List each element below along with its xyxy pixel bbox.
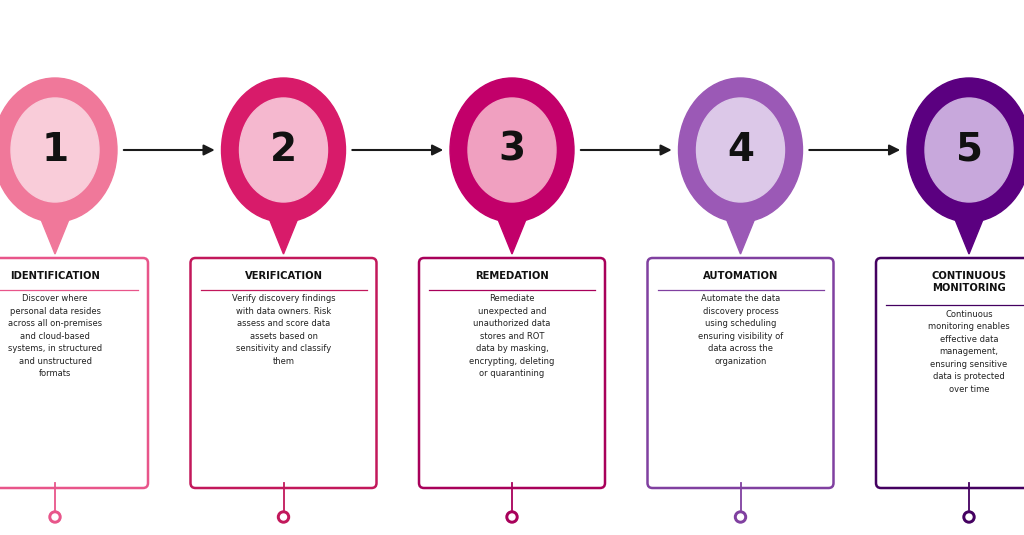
Ellipse shape [907, 78, 1024, 222]
FancyBboxPatch shape [190, 258, 377, 488]
Text: CONTINUOUS
MONITORING: CONTINUOUS MONITORING [932, 271, 1007, 293]
Text: Verify discovery findings
with data owners. Risk
assess and score data
assets ba: Verify discovery findings with data owne… [231, 294, 335, 366]
Ellipse shape [221, 78, 345, 222]
Circle shape [737, 514, 743, 520]
Ellipse shape [468, 98, 556, 202]
Text: 3: 3 [499, 131, 525, 169]
Polygon shape [952, 212, 986, 254]
Text: Discover where
personal data resides
across all on-premises
and cloud-based
syst: Discover where personal data resides acr… [8, 294, 102, 378]
Circle shape [506, 511, 518, 523]
Circle shape [509, 514, 515, 520]
FancyBboxPatch shape [0, 258, 148, 488]
Text: REMEDATION: REMEDATION [475, 271, 549, 281]
Text: 5: 5 [955, 131, 982, 169]
Text: VERIFICATION: VERIFICATION [245, 271, 323, 281]
Text: Automate the data
discovery process
using scheduling
ensuring visibility of
data: Automate the data discovery process usin… [698, 294, 783, 366]
Circle shape [966, 514, 972, 520]
Text: Remediate
unexpected and
unauthorized data
stores and ROT
data by masking,
encry: Remediate unexpected and unauthorized da… [469, 294, 555, 378]
Text: IDENTIFICATION: IDENTIFICATION [10, 271, 100, 281]
Ellipse shape [696, 98, 784, 202]
Ellipse shape [450, 78, 574, 222]
FancyBboxPatch shape [876, 258, 1024, 488]
Polygon shape [266, 212, 300, 254]
Circle shape [52, 514, 58, 520]
Polygon shape [38, 212, 72, 254]
Ellipse shape [0, 78, 117, 222]
Ellipse shape [925, 98, 1013, 202]
Circle shape [963, 511, 975, 523]
Ellipse shape [11, 98, 99, 202]
Text: 4: 4 [727, 131, 754, 169]
Polygon shape [724, 212, 758, 254]
Text: AUTOMATION: AUTOMATION [702, 271, 778, 281]
Circle shape [281, 514, 287, 520]
FancyBboxPatch shape [647, 258, 834, 488]
FancyBboxPatch shape [419, 258, 605, 488]
Circle shape [49, 511, 61, 523]
Text: 1: 1 [41, 131, 69, 169]
Ellipse shape [679, 78, 803, 222]
Text: 2: 2 [270, 131, 297, 169]
Text: Continuous
monitoring enables
effective data
management,
ensuring sensitive
data: Continuous monitoring enables effective … [928, 310, 1010, 394]
Polygon shape [495, 212, 529, 254]
Ellipse shape [240, 98, 328, 202]
Circle shape [734, 511, 746, 523]
Circle shape [278, 511, 290, 523]
